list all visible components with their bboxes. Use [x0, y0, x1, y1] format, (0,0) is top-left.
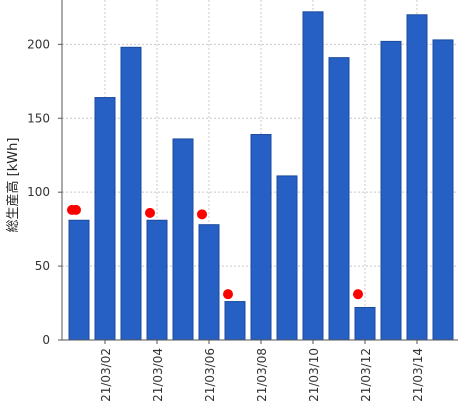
x-tick-label: 21/03/12	[359, 348, 373, 402]
y-tick-label: 100	[27, 185, 50, 199]
x-tick-label: 21/03/06	[203, 348, 217, 402]
x-tick-label: 21/03/08	[255, 348, 269, 402]
bar	[380, 40, 402, 341]
bar	[146, 219, 168, 341]
bar	[68, 219, 90, 341]
y-tick-label: 150	[27, 111, 50, 125]
bar	[250, 134, 272, 341]
axes	[58, 0, 458, 344]
bar	[172, 138, 194, 341]
bar	[406, 14, 428, 341]
marker-point	[353, 289, 363, 300]
marker-point	[71, 204, 81, 215]
marker-series	[67, 204, 363, 300]
y-tick-label: 0	[42, 333, 50, 347]
x-tick-labels: 21/03/02 21/03/04 21/03/06 21/03/08 21/03/10…	[99, 348, 425, 402]
x-tick-label: 21/03/04	[151, 348, 165, 402]
marker-point	[145, 207, 155, 218]
bar	[354, 306, 376, 341]
bar	[276, 175, 298, 341]
bar	[224, 301, 246, 341]
bar	[94, 97, 116, 341]
x-tick-label: 21/03/02	[99, 348, 113, 402]
marker-point	[197, 209, 207, 220]
x-tick-label: 21/03/14	[411, 348, 425, 402]
bar	[120, 46, 142, 341]
bar	[198, 224, 220, 341]
marker-point	[223, 289, 233, 300]
bar	[432, 39, 454, 341]
y-tick-label: 200	[27, 37, 50, 51]
bar	[302, 11, 324, 341]
bar-series	[68, 11, 454, 341]
y-tick-labels: 0 50 100 150 200	[27, 37, 50, 347]
bar	[328, 57, 350, 341]
y-tick-label: 50	[35, 259, 50, 273]
x-tick-label: 21/03/10	[307, 348, 321, 402]
y-axis-title: 総生産高 [kWh]	[5, 138, 21, 233]
